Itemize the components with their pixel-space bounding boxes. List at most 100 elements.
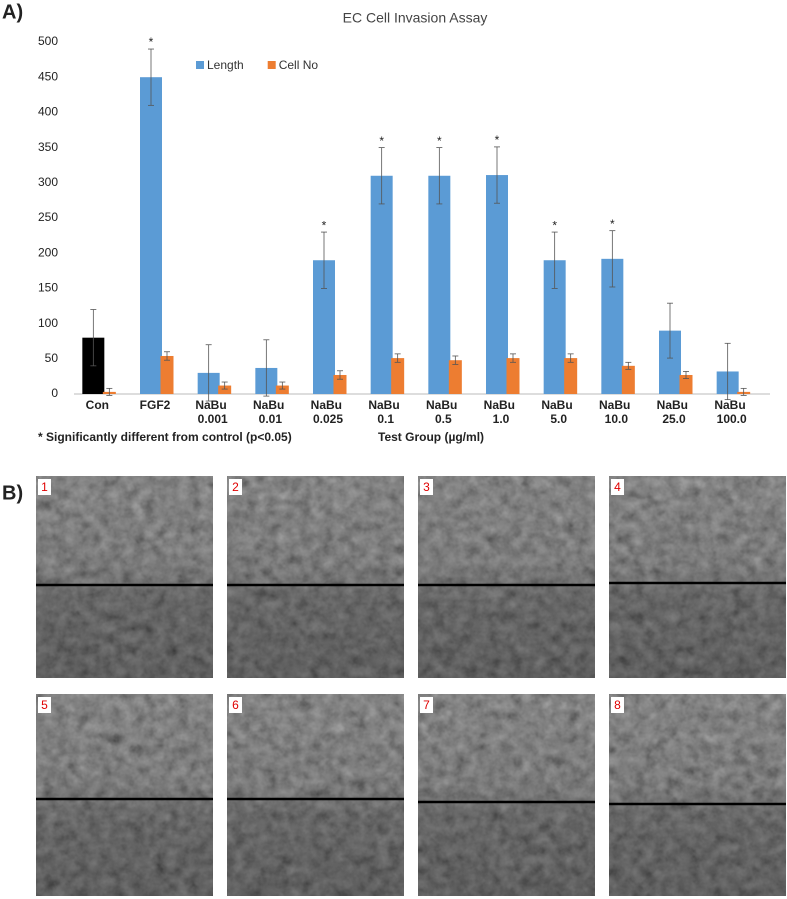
micrograph: 2 <box>227 476 404 678</box>
bar <box>370 175 393 394</box>
error-bar <box>609 230 616 288</box>
bar <box>621 365 635 394</box>
bar <box>218 385 232 394</box>
image-label-box <box>611 697 624 713</box>
legend-swatch <box>196 61 204 69</box>
legend-label: Cell No <box>279 58 319 72</box>
image-label-box <box>229 479 242 495</box>
error-bar <box>148 48 154 106</box>
x-tick-label: FGF2 <box>140 398 171 412</box>
micrograph: 6 <box>227 694 404 896</box>
x-tick-label: NaBu 25.0 <box>657 398 692 426</box>
image-label-box <box>229 697 242 713</box>
error-bar <box>436 147 443 205</box>
image-label: 6 <box>232 698 239 712</box>
error-bar <box>378 147 385 205</box>
bar <box>564 358 578 394</box>
error-bar <box>567 353 574 363</box>
image-label: 5 <box>41 698 48 712</box>
bar <box>391 358 405 394</box>
bar <box>428 175 451 394</box>
y-tick-label: 0 <box>51 386 58 400</box>
x-tick-label: NaBu 1.0 <box>484 398 519 426</box>
image-label-box <box>38 697 51 713</box>
micrograph: 4 <box>609 476 786 678</box>
bar <box>486 175 508 394</box>
x-tick-label: Con <box>86 398 109 412</box>
error-bar <box>337 370 343 380</box>
bar <box>601 258 624 394</box>
bar <box>543 260 566 394</box>
x-tick-label: NaBu 10.0 <box>599 398 634 426</box>
x-tick-label: NaBu 0.01 <box>253 398 288 426</box>
legend-swatch <box>267 61 276 69</box>
x-tick-label: NaBu 0.1 <box>368 398 403 426</box>
micrograph-image <box>418 476 595 678</box>
error-bar <box>279 381 286 390</box>
error-bar <box>494 146 500 204</box>
micrograph: 5 <box>36 694 213 896</box>
x-tick-label: NaBu 0.025 <box>311 398 346 426</box>
error-bar <box>625 361 632 370</box>
y-tick-label: 250 <box>38 210 58 224</box>
micrograph: 8 <box>609 694 786 896</box>
micrograph-image <box>36 476 213 678</box>
y-tick-label: 50 <box>45 351 59 365</box>
significance-mark: * <box>610 217 615 231</box>
error-bar <box>263 339 270 397</box>
x-tick-label: NaBu 5.0 <box>541 398 576 426</box>
significance-mark: * <box>379 134 384 148</box>
error-bar <box>321 231 327 289</box>
bar <box>448 360 462 394</box>
y-tick-label: 350 <box>38 140 58 154</box>
significance-mark: * <box>322 218 327 232</box>
bar <box>313 260 335 394</box>
micrograph-image <box>36 694 213 896</box>
x-axis-label: Test Group (µg/ml) <box>378 430 484 444</box>
bar <box>679 374 693 394</box>
error-bar <box>510 353 516 363</box>
y-tick-label: 400 <box>38 105 58 119</box>
image-label: 2 <box>232 480 239 494</box>
error-bar <box>551 231 558 289</box>
legend-label: Length <box>207 58 244 72</box>
error-bar <box>724 342 731 401</box>
image-label-box <box>611 479 624 495</box>
significance-mark: * <box>495 133 500 147</box>
y-tick-label: 450 <box>38 69 58 83</box>
image-label: 4 <box>614 480 621 494</box>
x-tick-label: NaBu 0.001 <box>195 398 230 426</box>
significance-mark: * <box>149 35 154 49</box>
x-tick-label: NaBu 0.5 <box>426 398 461 426</box>
error-bar <box>164 351 170 361</box>
error-bar <box>205 344 212 402</box>
bar <box>659 330 681 394</box>
error-bar <box>452 355 459 365</box>
error-bar <box>740 387 747 396</box>
error-bar <box>90 309 97 367</box>
image-label: 7 <box>423 698 430 712</box>
micrograph-image <box>609 476 786 678</box>
micrograph: 1 <box>36 476 213 678</box>
micrograph: 3 <box>418 476 595 678</box>
bar <box>140 77 162 394</box>
micrograph-image <box>227 694 404 896</box>
error-bar <box>106 387 113 396</box>
micrograph-image <box>609 694 786 896</box>
image-label-box <box>420 697 433 713</box>
chart-title: EC Cell Invasion Assay <box>343 10 488 26</box>
error-bar <box>667 302 673 359</box>
y-tick-label: 300 <box>38 175 58 189</box>
panel-label: B) <box>2 482 23 504</box>
error-bar <box>221 381 228 390</box>
image-label-box <box>38 479 51 495</box>
significance-mark: * <box>552 218 557 232</box>
bar <box>333 374 347 394</box>
micrograph: 7 <box>418 694 595 896</box>
image-label-box <box>420 479 433 495</box>
error-bar <box>683 371 689 379</box>
bar <box>506 358 520 394</box>
micrograph-image <box>227 476 404 678</box>
significance-mark: * <box>437 134 442 148</box>
